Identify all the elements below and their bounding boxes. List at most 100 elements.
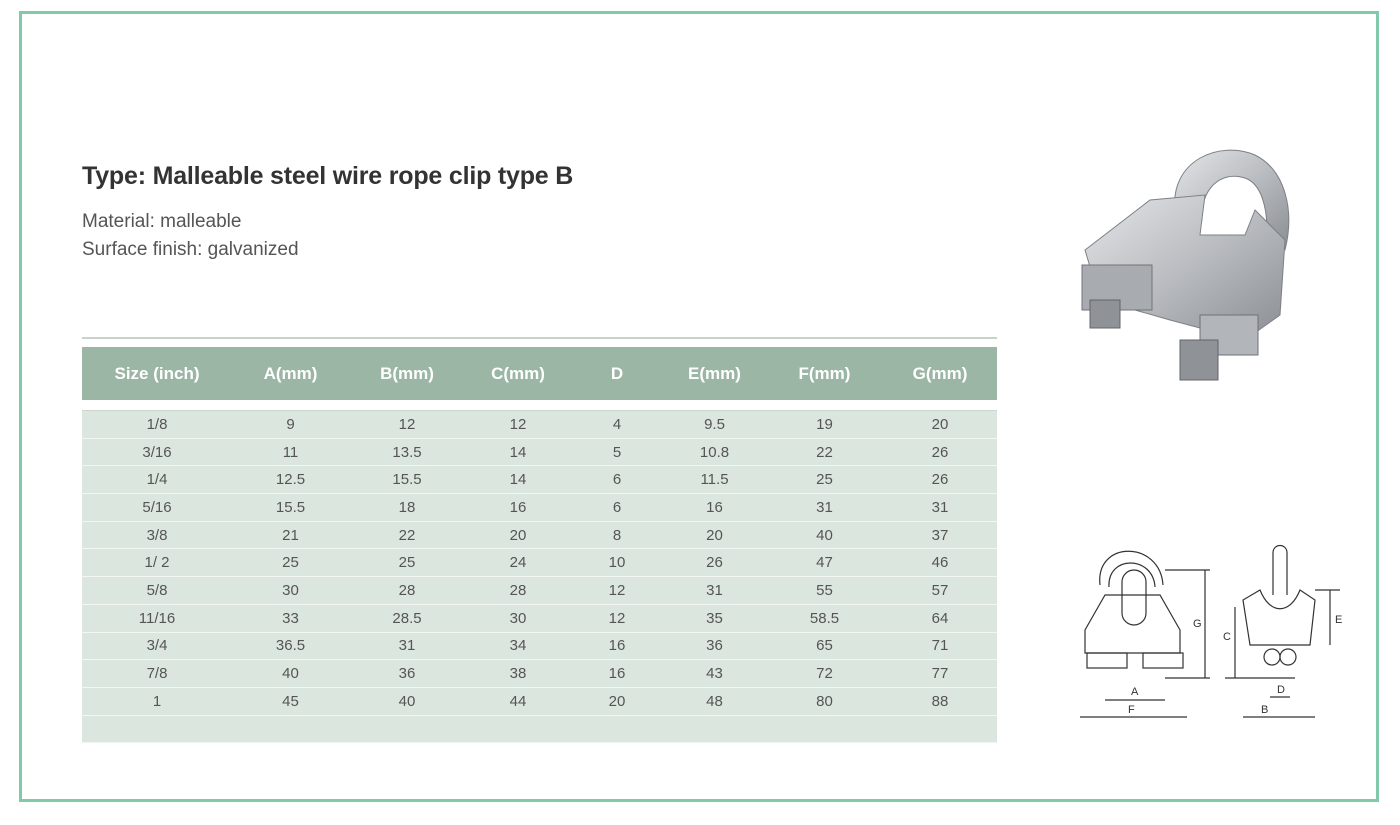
table-row: 1/8 9 12 12 4 9.5 19 20: [82, 410, 997, 439]
table-cell: 77: [883, 659, 997, 688]
table-row: 7/8 40 36 38 16 43 72 77: [82, 659, 997, 688]
table-header: Size (inch) A(mm) B(mm) C(mm) D E(mm) F(mm) G(m…: [82, 347, 997, 400]
table-cell: 11.5: [663, 465, 766, 495]
table-cell: 31: [883, 493, 997, 522]
table-cell: 10: [571, 548, 663, 578]
table-cell: 20: [883, 410, 997, 439]
label-g: G: [1193, 618, 1202, 630]
table-cell: 15.5: [232, 493, 349, 522]
table-cell: 47: [766, 548, 883, 578]
table-row: 5/8 30 28 28 12 31 55 57: [82, 576, 997, 605]
label-a: A: [1131, 686, 1139, 698]
divider: [82, 337, 997, 339]
column-header: E(mm): [663, 347, 766, 400]
table-cell: 40: [232, 659, 349, 688]
table-row: 3/4 36.5 31 34 16 36 65 71: [82, 632, 997, 661]
table-cell: 20: [663, 521, 766, 550]
table-cell: 21: [232, 521, 349, 550]
table-cell: 19: [766, 410, 883, 439]
table-cell: 33: [232, 604, 349, 633]
table-cell: 31: [766, 493, 883, 522]
column-header: G(mm): [883, 347, 997, 400]
material-spec: Material: malleable: [82, 211, 242, 232]
table-cell: 31: [663, 576, 766, 605]
column-header: B(mm): [349, 347, 465, 400]
table-cell: 3/4: [82, 632, 232, 661]
table-cell: 46: [883, 548, 997, 578]
clip-dimension-diagram: A F G C E D B: [1080, 544, 1342, 718]
table-cell: 25: [766, 465, 883, 495]
column-header: A(mm): [232, 347, 349, 400]
table-cell: 16: [571, 659, 663, 688]
label-e: E: [1335, 614, 1342, 626]
table-cell: 34: [465, 632, 571, 661]
table-cell: 26: [663, 548, 766, 578]
table-cell: 15.5: [349, 465, 465, 495]
gap-cell: [82, 400, 997, 411]
table-cell: 26: [883, 465, 997, 495]
table-row: 3/16 11 13.5 14 5 10.8 22 26: [82, 438, 997, 467]
table-cell: 11: [232, 438, 349, 467]
table-cell: 4: [571, 410, 663, 439]
table-cell: 64: [883, 604, 997, 633]
table-cell: 6: [571, 465, 663, 495]
table-cell: 12: [349, 410, 465, 439]
table-cell: 36.5: [232, 632, 349, 661]
table-cell: 40: [766, 521, 883, 550]
label-f: F: [1128, 704, 1135, 716]
column-header: Size (inch): [82, 347, 232, 400]
table-cell: 25: [232, 548, 349, 578]
table-cell: 5/8: [82, 576, 232, 605]
table-cell: 12: [571, 576, 663, 605]
column-header: F(mm): [766, 347, 883, 400]
table-cell: 1/8: [82, 410, 232, 439]
table-cell: 88: [883, 687, 997, 716]
table-cell: 12: [465, 410, 571, 439]
table-cell: 35: [663, 604, 766, 633]
table-row: 1 45 40 44 20 48 80 88: [82, 687, 997, 716]
table-cell: 20: [571, 687, 663, 716]
table-cell: 44: [465, 687, 571, 716]
table-cell: 12: [571, 604, 663, 633]
table-cell: 28.5: [349, 604, 465, 633]
table-cell: 3/8: [82, 521, 232, 550]
table-cell: 8: [571, 521, 663, 550]
table-cell: 40: [349, 687, 465, 716]
table-cell: 9.5: [663, 410, 766, 439]
table-cell: 43: [663, 659, 766, 688]
table-cell: 5/16: [82, 493, 232, 522]
page-frame: [19, 11, 1379, 802]
table-cell: 71: [883, 632, 997, 661]
table-cell: 18: [349, 493, 465, 522]
table-cell: 16: [465, 493, 571, 522]
table-cell: 28: [349, 576, 465, 605]
table-cell: 36: [349, 659, 465, 688]
table-cell: 9: [232, 410, 349, 439]
table-cell: 37: [883, 521, 997, 550]
table-cell: 11/16: [82, 604, 232, 633]
table-cell: 22: [766, 438, 883, 467]
table-cell: 7/8: [82, 659, 232, 688]
label-b: B: [1261, 704, 1268, 716]
column-header: C(mm): [465, 347, 571, 400]
table-cell: 12.5: [232, 465, 349, 495]
label-c: C: [1223, 631, 1231, 643]
table-cell: 3/16: [82, 438, 232, 467]
table-cell: 45: [232, 687, 349, 716]
table-cell: 16: [663, 493, 766, 522]
table-cell: 1: [82, 687, 232, 716]
table-cell: 57: [883, 576, 997, 605]
blank-cell: [82, 715, 997, 743]
table-cell: 22: [349, 521, 465, 550]
table-cell: 30: [465, 604, 571, 633]
table-cell: 80: [766, 687, 883, 716]
table-cell: 20: [465, 521, 571, 550]
surface-finish-spec: Surface finish: galvanized: [82, 239, 299, 260]
table-row: 1/4 12.5 15.5 14 6 11.5 25 26: [82, 465, 997, 495]
table-cell: 25: [349, 548, 465, 578]
table-row: 5/16 15.5 18 16 6 16 31 31: [82, 493, 997, 522]
table-cell: 10.8: [663, 438, 766, 467]
column-header: D: [571, 347, 663, 400]
table-cell: 14: [465, 465, 571, 495]
table-cell: 36: [663, 632, 766, 661]
